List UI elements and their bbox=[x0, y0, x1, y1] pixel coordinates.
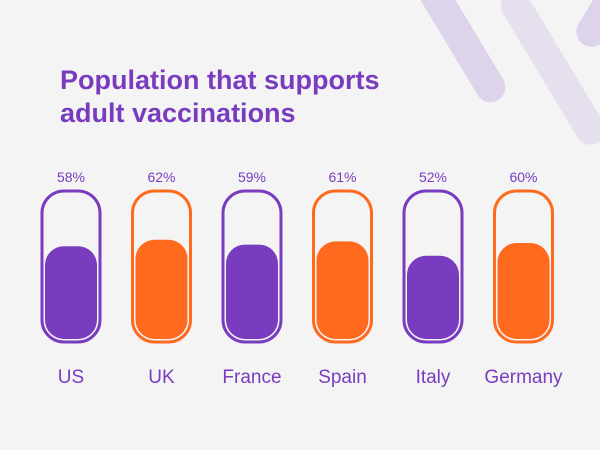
chart-title: Population that supports adult vaccinati… bbox=[60, 64, 379, 130]
bar-outline bbox=[312, 189, 373, 344]
bar-outline bbox=[221, 189, 283, 344]
chart-title-line: Population that supports bbox=[60, 65, 380, 95]
bar-fill bbox=[135, 239, 188, 339]
value-label: 62% bbox=[147, 169, 175, 185]
bar-outline bbox=[40, 189, 102, 344]
category-label: Italy bbox=[416, 367, 451, 388]
value-label: 58% bbox=[57, 169, 85, 185]
bar-fill bbox=[45, 246, 97, 339]
bar-outline bbox=[131, 189, 192, 344]
bar-fill bbox=[407, 255, 459, 339]
category-label: US bbox=[58, 367, 84, 388]
value-label: 52% bbox=[419, 169, 447, 185]
category-label: Spain bbox=[318, 367, 367, 388]
bar-fill bbox=[316, 241, 369, 339]
category-label: France bbox=[222, 367, 281, 388]
bar-outline bbox=[493, 189, 554, 344]
chart-title-line: adult vaccinations bbox=[60, 98, 296, 128]
category-label: UK bbox=[148, 367, 175, 388]
value-label: 59% bbox=[238, 169, 266, 185]
category-label: Germany bbox=[484, 367, 563, 388]
bar-fill bbox=[226, 244, 278, 339]
bar-outline bbox=[402, 189, 464, 344]
value-label: 61% bbox=[328, 169, 356, 185]
value-label: 60% bbox=[509, 169, 537, 185]
bar-fill bbox=[497, 243, 550, 339]
